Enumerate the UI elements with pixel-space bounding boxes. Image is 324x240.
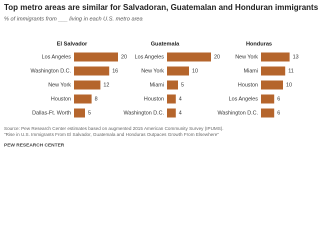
category-label: Los Angeles <box>42 54 72 60</box>
bar <box>74 66 110 76</box>
value-label: 13 <box>293 54 299 60</box>
bar <box>261 52 290 62</box>
category-label: Miami <box>244 68 258 74</box>
value-label: 20 <box>214 54 220 60</box>
bar <box>167 66 189 76</box>
panel-title: Guatemala <box>151 41 180 47</box>
value-label: 6 <box>277 96 280 102</box>
category-label: Los Angeles <box>135 54 165 60</box>
chart-subtitle: % of immigrants from ___ living in each … <box>4 16 143 22</box>
value-label: 5 <box>181 82 184 88</box>
value-label: 4 <box>179 110 182 116</box>
panel-title: El Salvador <box>57 41 88 47</box>
bar <box>167 52 211 62</box>
value-label: 8 <box>95 96 98 102</box>
value-label: 16 <box>112 68 118 74</box>
value-label: 20 <box>121 54 127 60</box>
source-title: "Rise in U.S. Immigrants From El Salvado… <box>4 132 219 137</box>
value-label: 4 <box>179 96 182 102</box>
bar <box>74 80 101 90</box>
category-label: Los Angeles <box>229 96 259 102</box>
category-label: Houston <box>238 82 258 88</box>
source-note: Source: Pew Research Center estimates ba… <box>4 126 224 131</box>
bar <box>74 108 85 118</box>
bar <box>261 94 275 104</box>
bar <box>167 80 178 90</box>
category-label: Washington D.C. <box>30 68 71 74</box>
value-label: 12 <box>103 82 109 88</box>
bar <box>261 80 283 90</box>
panel-title: Honduras <box>246 41 272 47</box>
bar <box>167 108 176 118</box>
value-label: 5 <box>88 110 91 116</box>
category-label: Washington D.C. <box>123 110 164 116</box>
chart-title: Top metro areas are similar for Salvador… <box>4 3 319 12</box>
bar <box>167 94 176 104</box>
category-label: Miami <box>150 82 164 88</box>
bar <box>261 108 275 118</box>
bar <box>261 66 286 76</box>
footer: PEW RESEARCH CENTER <box>4 142 65 148</box>
value-label: 11 <box>288 68 294 74</box>
bar <box>74 52 118 62</box>
bar <box>74 94 92 104</box>
category-label: New York <box>235 54 258 60</box>
category-label: Houston <box>51 96 71 102</box>
category-label: Dallas-Ft. Worth <box>32 110 71 116</box>
category-label: Houston <box>144 96 164 102</box>
value-label: 10 <box>192 68 198 74</box>
value-label: 6 <box>277 110 280 116</box>
category-label: New York <box>141 68 164 74</box>
category-label: New York <box>48 82 71 88</box>
chart: Top metro areas are similar for Salvador… <box>4 3 319 148</box>
category-label: Washington D.C. <box>217 110 258 116</box>
value-label: 10 <box>286 82 292 88</box>
